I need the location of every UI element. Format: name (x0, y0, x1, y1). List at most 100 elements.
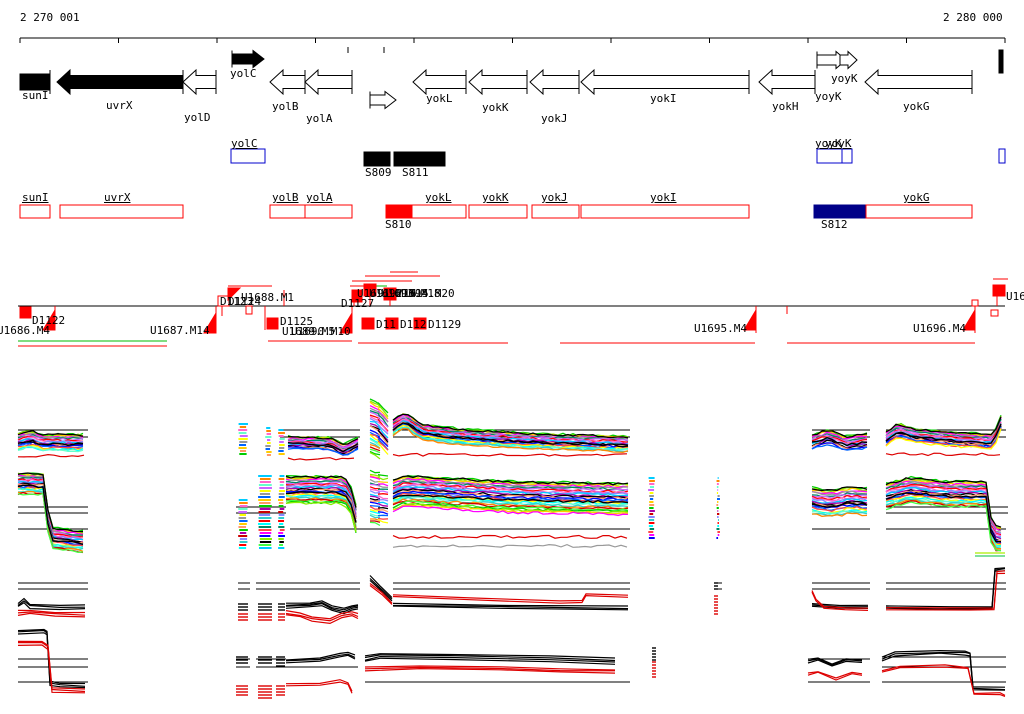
probe-triangle (42, 308, 56, 331)
gene-sunI[interactable] (19, 73, 51, 91)
probe-box[interactable] (971, 299, 979, 307)
plot-trace (377, 511, 389, 515)
blue-feature-box[interactable] (230, 148, 266, 164)
black-feature-box[interactable] (363, 151, 391, 167)
plot-trace (885, 452, 1001, 457)
plot-trace (377, 498, 389, 502)
gene-arrow-yolC[interactable] (231, 49, 265, 69)
probe-box[interactable] (351, 289, 363, 303)
blue-feature-box[interactable] (816, 148, 843, 164)
probe-box[interactable] (383, 287, 397, 301)
probe-box[interactable] (385, 317, 399, 330)
plot-trace (377, 441, 389, 455)
gene-arrow-yoyK-2[interactable] (839, 50, 858, 70)
plot-trace (885, 484, 1002, 536)
plot-trace (17, 484, 84, 546)
plot-trace (369, 514, 381, 519)
gene-arrow-yokJ[interactable] (529, 68, 580, 96)
gene-arrow-yokL[interactable] (412, 68, 467, 96)
plot-trace (369, 443, 381, 450)
feature-box-yolA[interactable] (304, 204, 353, 219)
plot-trace (364, 667, 616, 674)
plot-trace (364, 653, 616, 659)
feature-box-S812[interactable] (813, 204, 867, 219)
plot-trace (17, 438, 84, 445)
plot-trace (369, 490, 381, 494)
plot-trace (392, 492, 629, 503)
blue-feature-box[interactable] (998, 148, 1006, 164)
probe-triangle (339, 311, 353, 334)
probe-box[interactable] (992, 284, 1006, 297)
probe-box[interactable] (266, 317, 279, 330)
feature-box-yokK[interactable] (468, 204, 528, 219)
probe-box[interactable] (413, 317, 427, 330)
plot-trace (881, 666, 1006, 697)
feature-box-fill (385, 204, 413, 219)
feature-box-yolB[interactable] (269, 204, 306, 219)
plot-trace (811, 486, 868, 492)
plot-trace (369, 510, 381, 515)
probe-box[interactable] (363, 283, 377, 297)
gene-arrow-yolA[interactable] (304, 68, 353, 96)
plot-trace (811, 490, 868, 496)
feature-box-yokG[interactable] (865, 204, 973, 219)
gene-arrow-yokH[interactable] (758, 68, 816, 96)
gene-arrow-yokI[interactable] (580, 68, 750, 96)
plot-trace (881, 651, 1006, 691)
plot-trace (377, 509, 389, 513)
plot-trace (377, 519, 389, 524)
plot-trace (811, 490, 868, 495)
probe-box[interactable] (361, 317, 375, 330)
probe-box[interactable] (19, 306, 32, 319)
gene-arrow-yolD[interactable] (182, 68, 217, 96)
plot-trace (392, 475, 629, 486)
plot-trace (885, 570, 1006, 611)
plot-trace (377, 503, 389, 507)
plot-trace (377, 493, 389, 495)
plot-trace (885, 572, 1006, 611)
gene-arrow-yokG[interactable] (864, 68, 973, 96)
gene-arrow-unnamed[interactable] (369, 90, 397, 110)
probe-box[interactable] (217, 295, 230, 307)
gene-fragment-bar[interactable] (998, 49, 1004, 74)
feature-box-uvrX[interactable] (59, 204, 184, 219)
feature-box-yokI[interactable] (580, 204, 750, 219)
plot-trace (369, 505, 381, 510)
plot-trace (811, 512, 868, 517)
black-feature-box[interactable] (393, 151, 446, 167)
blue-feature-box[interactable] (841, 148, 853, 164)
plot-trace (18, 641, 86, 693)
plot-trace (369, 450, 381, 456)
plot-trace (392, 604, 629, 610)
plot-trace (392, 484, 629, 496)
plot-trace (885, 486, 1002, 539)
plot-trace (17, 609, 86, 614)
plot-trace (369, 495, 381, 500)
feature-box-sunI[interactable] (19, 204, 51, 219)
plot-trace (377, 432, 389, 446)
plot-trace (811, 494, 868, 500)
plot-trace (17, 601, 86, 611)
plot-trace (392, 427, 629, 453)
plot-trace (369, 433, 381, 441)
gene-arrow-yokK[interactable] (468, 68, 528, 96)
plot-trace (811, 436, 868, 445)
feature-box-yokJ[interactable] (531, 204, 580, 219)
plot-trace (369, 504, 381, 508)
probe-box[interactable] (990, 309, 999, 317)
plot-trace (17, 644, 86, 694)
probe-box[interactable] (245, 305, 253, 315)
plot-trace (885, 416, 1002, 436)
plot-trace (807, 659, 863, 667)
plot-trace (811, 511, 868, 517)
gene-arrow-uvrX[interactable] (56, 68, 184, 96)
plot-trace (377, 402, 389, 414)
plot-trace (369, 411, 381, 418)
plot-trace (885, 423, 1002, 445)
plot-trace (285, 475, 357, 508)
plot-trace (285, 501, 357, 533)
gene-arrow-yolB[interactable] (269, 68, 306, 96)
plot-trace (369, 578, 393, 600)
plot-trace (392, 413, 629, 439)
